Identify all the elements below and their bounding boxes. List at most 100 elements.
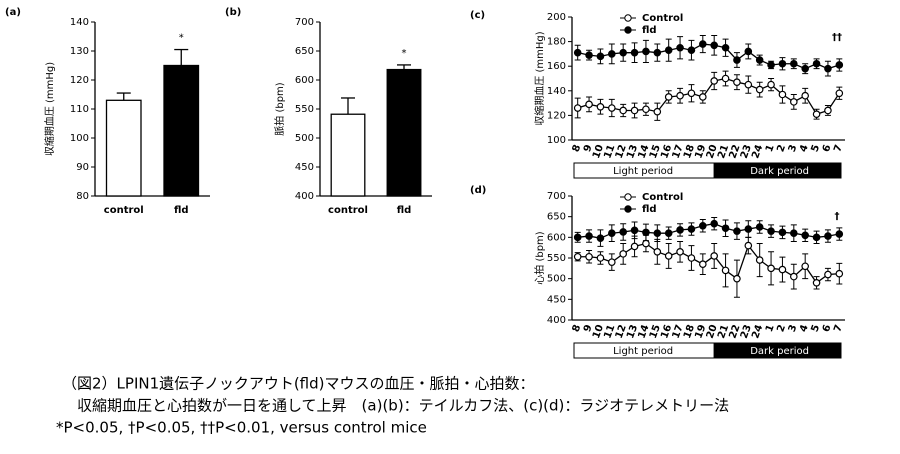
x-tick-label: 19 bbox=[693, 143, 708, 160]
y-tick-label: 600 bbox=[295, 75, 314, 86]
annotation: * bbox=[402, 48, 407, 59]
marker bbox=[608, 50, 616, 58]
x-tick-label: control bbox=[104, 205, 144, 216]
marker bbox=[824, 64, 832, 73]
y-tick-label: 400 bbox=[547, 315, 566, 326]
x-tick-label: 6 bbox=[821, 323, 834, 333]
marker bbox=[710, 41, 718, 50]
marker bbox=[733, 274, 741, 283]
x-tick-label: 4 bbox=[798, 143, 811, 153]
y-tick-label: 160 bbox=[547, 61, 566, 72]
x-tick-label: 13 bbox=[625, 143, 640, 160]
marker bbox=[778, 228, 787, 237]
y-axis-label: 収縮期血圧 (mmHg) bbox=[43, 62, 56, 156]
x-tick-label: 16 bbox=[659, 143, 674, 160]
panel-label: (b) bbox=[225, 7, 241, 18]
marker bbox=[767, 61, 775, 69]
x-tick-label: 22 bbox=[727, 323, 742, 340]
marker bbox=[824, 232, 832, 240]
y-tick-label: 80 bbox=[76, 191, 89, 202]
x-tick-label: 18 bbox=[682, 143, 697, 160]
marker bbox=[755, 56, 764, 64]
x-tick-label: 15 bbox=[648, 323, 663, 340]
y-tick-label: 700 bbox=[295, 17, 314, 28]
dark-period bbox=[713, 162, 842, 179]
y-axis-label: 心拍 (bpm) bbox=[533, 231, 546, 285]
marker bbox=[721, 74, 730, 83]
marker bbox=[573, 252, 582, 261]
marker bbox=[835, 230, 844, 238]
marker bbox=[790, 272, 798, 281]
marker bbox=[630, 48, 639, 57]
x-tick-label: 10 bbox=[591, 143, 606, 160]
marker bbox=[755, 85, 764, 94]
y-tick-label: 450 bbox=[295, 162, 314, 173]
x-tick-label: fld bbox=[174, 205, 189, 216]
panel-label: (c) bbox=[470, 10, 485, 21]
marker bbox=[778, 59, 787, 68]
y-tick-label: 100 bbox=[70, 133, 89, 144]
x-tick-label: 12 bbox=[614, 323, 629, 340]
marker bbox=[596, 52, 605, 61]
x-tick-label: 1 bbox=[764, 323, 777, 333]
y-axis-label: 脈拍 (bpm) bbox=[273, 82, 286, 136]
x-tick-label: 8 bbox=[571, 323, 584, 333]
x-tick-label: 5 bbox=[809, 323, 822, 333]
marker bbox=[642, 228, 650, 237]
marker bbox=[721, 43, 730, 52]
x-tick-label: 20 bbox=[705, 143, 720, 160]
marker bbox=[619, 106, 627, 115]
marker bbox=[664, 93, 673, 101]
marker bbox=[835, 89, 844, 98]
marker bbox=[573, 104, 582, 112]
y-tick-label: 180 bbox=[547, 37, 566, 48]
x-tick-label: 23 bbox=[739, 323, 754, 340]
x-tick-label: 7 bbox=[832, 143, 845, 153]
marker bbox=[824, 106, 832, 115]
x-tick-label: 6 bbox=[821, 143, 834, 153]
legend-marker bbox=[624, 14, 632, 22]
y-tick-label: 650 bbox=[295, 46, 314, 57]
y-tick-label: 700 bbox=[547, 191, 566, 202]
series-line bbox=[577, 77, 840, 115]
marker bbox=[801, 64, 809, 73]
marker bbox=[721, 266, 730, 275]
caption-line: *P<0.05, †P<0.05, ††P<0.01, versus contr… bbox=[56, 419, 427, 437]
x-tick-label: control bbox=[328, 205, 368, 216]
x-tick-label: 17 bbox=[671, 143, 686, 160]
marker bbox=[744, 241, 753, 250]
marker bbox=[699, 93, 707, 101]
marker bbox=[812, 59, 821, 68]
marker bbox=[619, 250, 627, 258]
x-tick-label: 8 bbox=[571, 143, 584, 153]
marker bbox=[790, 59, 798, 68]
marker bbox=[801, 91, 809, 100]
marker bbox=[585, 232, 593, 240]
annotation: * bbox=[179, 33, 184, 44]
marker bbox=[710, 252, 718, 260]
y-tick-label: 140 bbox=[547, 86, 566, 97]
marker bbox=[733, 78, 741, 86]
y-tick-label: 120 bbox=[70, 75, 89, 86]
marker bbox=[653, 48, 662, 57]
panel-label: (a) bbox=[5, 7, 21, 18]
marker bbox=[835, 61, 844, 69]
marker bbox=[824, 270, 832, 279]
legend-label: fld bbox=[642, 204, 657, 215]
marker bbox=[790, 229, 798, 238]
x-tick-label: 12 bbox=[614, 143, 629, 160]
marker bbox=[676, 43, 684, 52]
marker bbox=[812, 278, 821, 287]
marker bbox=[596, 254, 605, 262]
marker bbox=[585, 252, 593, 261]
marker bbox=[596, 234, 605, 242]
marker bbox=[653, 229, 662, 238]
x-tick-label: 9 bbox=[582, 323, 595, 333]
annotation: †† bbox=[832, 32, 842, 43]
marker bbox=[664, 252, 673, 260]
x-tick-label: 14 bbox=[636, 323, 651, 340]
x-tick-label: 9 bbox=[582, 143, 595, 153]
x-tick-label: 20 bbox=[705, 323, 720, 340]
bar bbox=[386, 68, 422, 197]
marker bbox=[755, 256, 764, 264]
